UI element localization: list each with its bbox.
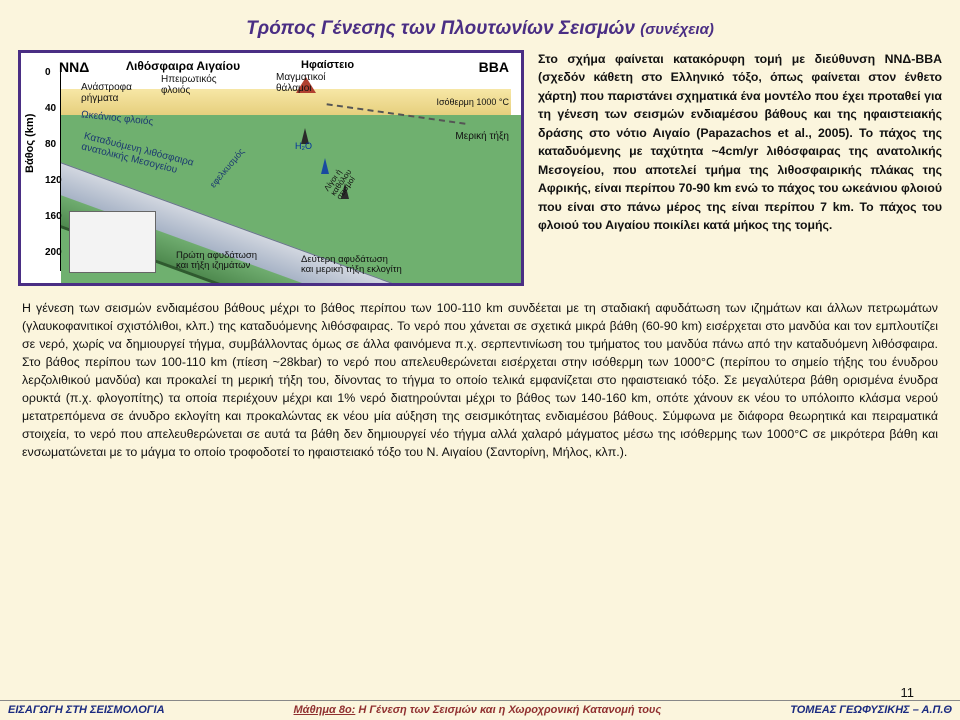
footer-lesson-title: Η Γένεση των Σεισμών και η Χωροχρονική Κ… — [358, 704, 661, 716]
right-paragraph: Στο σχήμα φαίνεται κατακόρυφη τομή με δι… — [538, 50, 942, 286]
arrow-up-icon — [321, 158, 329, 174]
upper-row: ΝΝΔ ΒΒΑ Λιθόσφαιρα Αιγαίου Ηφαίστειο Ηπε… — [0, 46, 960, 290]
ytick: 200 — [45, 247, 62, 258]
label-reverse-faults: Ανάστροφα ρήγματα — [81, 83, 132, 104]
title-main: Τρόπος Γένεσης των Πλουτωνίων Σεισμών — [246, 18, 635, 39]
label-continental-crust: Ηπειρωτικός φλοιός — [161, 75, 217, 96]
footer-lesson: Μάθημα 8ο: — [293, 704, 355, 716]
footer-middle: Μάθημα 8ο: Η Γένεση των Σεισμών και η Χω… — [293, 704, 661, 716]
label-bba: ΒΒΑ — [479, 59, 509, 75]
label-lithosphere: Λιθόσφαιρα Αιγαίου — [126, 59, 240, 73]
footer-right: ΤΟΜΕΑΣ ΓΕΩΦΥΣΙΚΗΣ – Α.Π.Θ — [790, 704, 952, 716]
label-second-dehyd: Δεύτερη αφυδάτωση και μερική τήξη εκλογί… — [301, 255, 402, 275]
page-title: Τρόπος Γένεσης των Πλουτωνίων Σεισμών (σ… — [0, 0, 960, 46]
footer-left: ΕΙΣΑΓΩΓΗ ΣΤΗ ΣΕΙΣΜΟΛΟΓΙΑ — [8, 704, 165, 716]
label-first-dehyd: Πρώτη αφυδάτωση και τήξη ιζημάτων — [176, 251, 257, 271]
label-h2o: H₂O — [295, 141, 312, 151]
label-magma-chambers: Μαγματικοί θάλαμοι — [276, 73, 326, 94]
label-partial-melt: Μερική τήξη — [455, 131, 509, 142]
ytick: 40 — [45, 103, 56, 114]
ytick: 160 — [45, 211, 62, 222]
inset-map — [69, 211, 156, 273]
page-number: 11 — [901, 685, 915, 700]
label-volcano: Ηφαίστειο — [301, 59, 354, 71]
footer-bar: ΕΙΣΑΓΩΓΗ ΣΤΗ ΣΕΙΣΜΟΛΟΓΙΑ Μάθημα 8ο: Η Γέ… — [0, 700, 960, 720]
ytick: 80 — [45, 139, 56, 150]
label-nnd: ΝΝΔ — [59, 59, 89, 75]
title-cont: (συνέχεια) — [640, 21, 714, 38]
ytick: 0 — [45, 67, 51, 78]
label-isotherm: Ισόθερμη 1000 °C — [436, 97, 509, 107]
slide-page: Τρόπος Γένεσης των Πλουτωνίων Σεισμών (σ… — [0, 0, 960, 720]
lower-paragraph: Η γένεση των σεισμών ενδιαμέσου βάθους μ… — [0, 290, 960, 462]
ytick: 120 — [45, 175, 62, 186]
y-axis-label: Βάθος (km) — [24, 114, 36, 173]
cross-section-diagram: ΝΝΔ ΒΒΑ Λιθόσφαιρα Αιγαίου Ηφαίστειο Ηπε… — [18, 50, 524, 286]
